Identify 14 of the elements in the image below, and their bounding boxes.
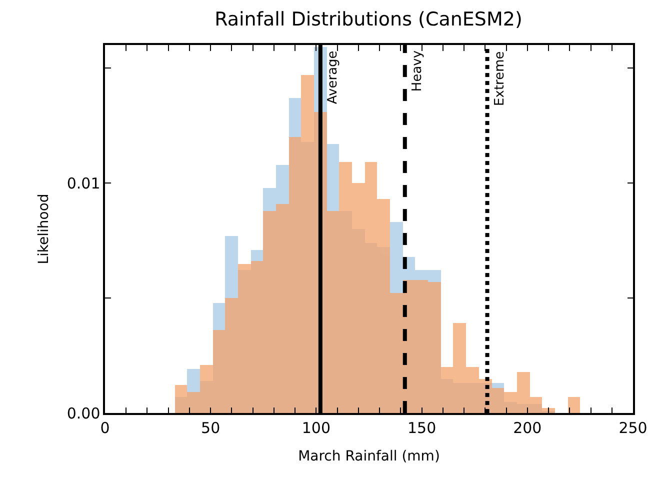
x-tick-label: 200 — [513, 418, 542, 437]
x-tick-label: 0 — [100, 418, 110, 437]
ref-line-label: Heavy — [410, 50, 426, 92]
x-axis-title: March Rainfall (mm) — [298, 448, 440, 465]
y-tick-label: 0.01 — [66, 174, 100, 192]
y-axis-title: Likelihood — [36, 194, 52, 264]
x-tick-label: 150 — [407, 418, 436, 437]
x-tick-label: 50 — [201, 418, 220, 437]
chart-title: Rainfall Distributions (CanESM2) — [214, 8, 522, 30]
x-tick-label: 100 — [302, 418, 331, 437]
y-tick-label: 0.00 — [66, 404, 100, 422]
ref-line-label: Extreme — [492, 51, 508, 106]
x-tick-label: 250 — [618, 418, 648, 437]
ref-line-label: Average — [326, 50, 341, 104]
